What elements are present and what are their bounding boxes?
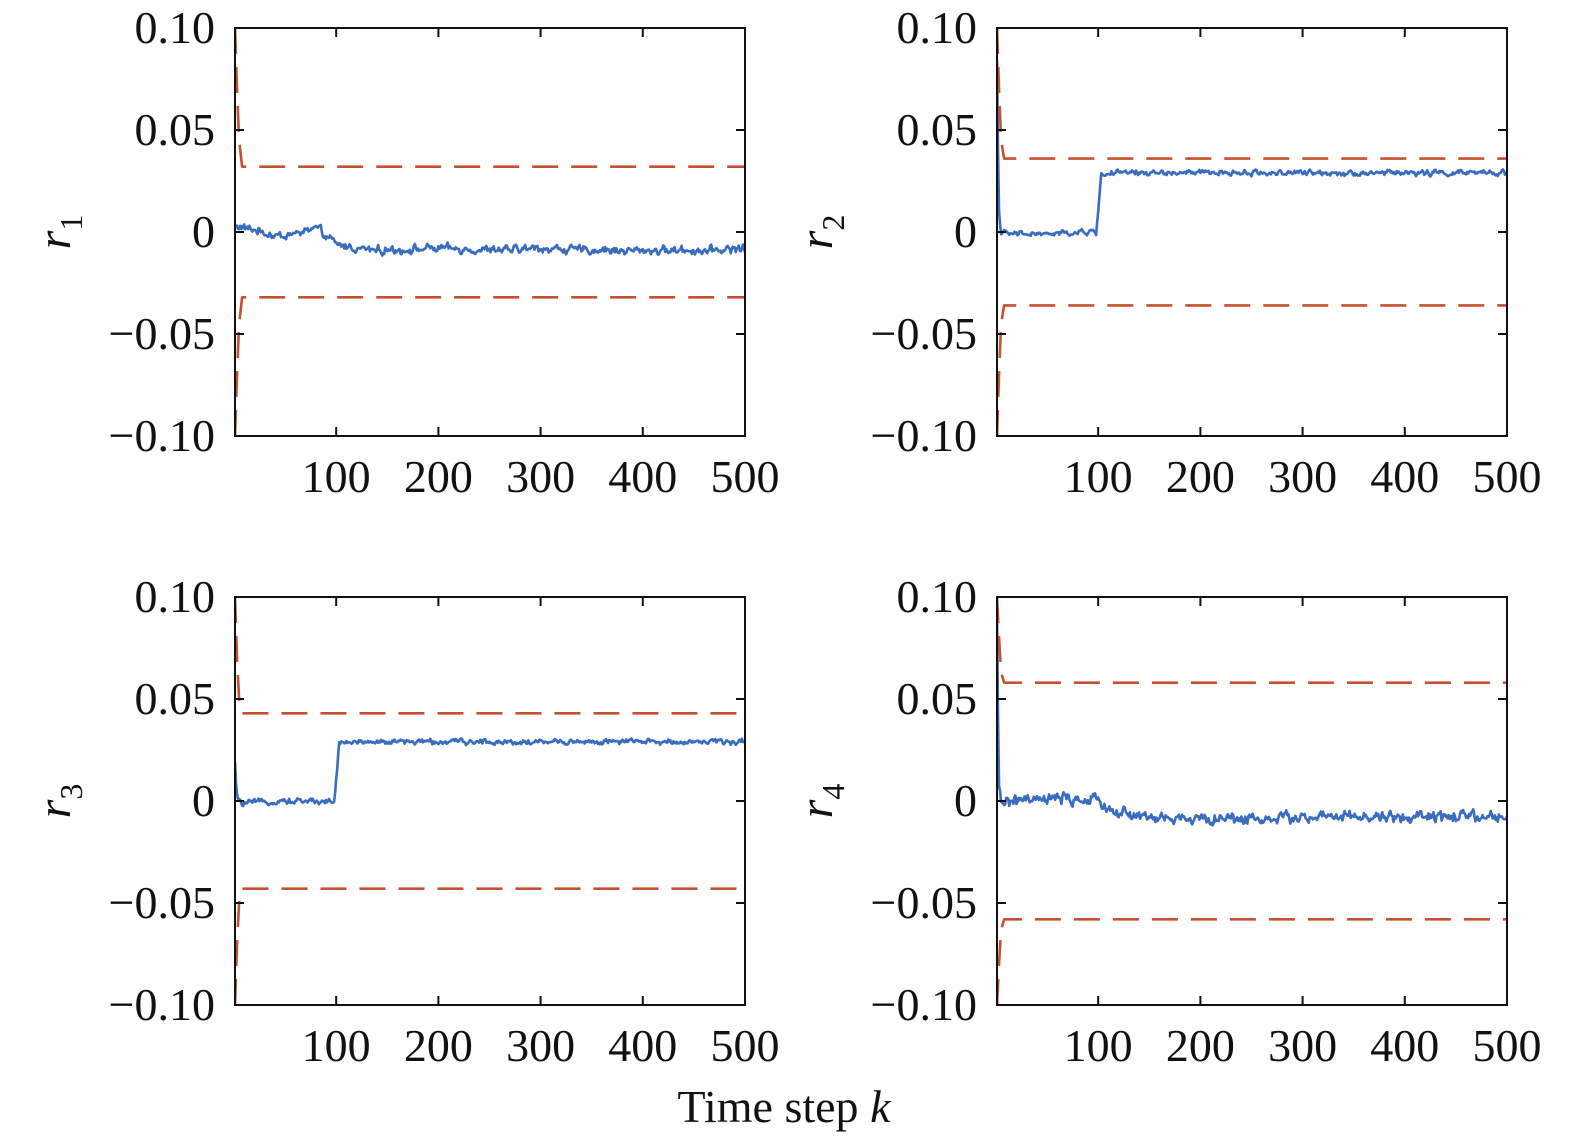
x-axis-label-prefix: Time step [678, 1081, 871, 1132]
y-tick-label: 0 [192, 775, 215, 826]
y-tick-label: 0.05 [897, 673, 978, 724]
y-axis-label-var: r [790, 799, 843, 818]
x-tick-label: 500 [711, 1020, 780, 1071]
x-tick-label: 400 [608, 1020, 677, 1071]
y-tick-label: 0.05 [135, 104, 216, 155]
y-axis-label: r4 [790, 784, 851, 819]
y-tick-label: −0.10 [109, 410, 215, 461]
y-axis-label: r3 [28, 784, 89, 819]
y-tick-label: −0.05 [871, 308, 977, 359]
y-axis-label-var: r [28, 799, 81, 818]
y-tick-label: −0.05 [109, 877, 215, 928]
chart-panel-top-right: 100 200 300 400 500 0.10 0.05 0 −0.05 −0.10 r2 [790, 2, 1542, 502]
y-tick-label: −0.10 [871, 979, 977, 1030]
lower-threshold-line [235, 887, 745, 1005]
chart-panel-bottom-left: 100 200 300 400 500 0.10 0.05 0 −0.05 −0.10 r3 [28, 571, 780, 1071]
y-axis-label-subscript: 2 [815, 215, 851, 231]
x-tick-label: 500 [1473, 1020, 1542, 1071]
x-tick-label: 200 [1166, 451, 1235, 502]
y-tick-label: 0 [192, 206, 215, 257]
x-tick-label: 400 [1370, 451, 1439, 502]
chart-panel-top-left: 100 200 300 400 500 0.10 0.05 0 −0.05 −0.10 r1 [28, 2, 780, 502]
x-tick-label: 300 [1268, 1020, 1337, 1071]
residual-line [235, 223, 745, 257]
axes-box [234, 27, 746, 437]
y-tick-label: 0.05 [897, 104, 978, 155]
residual-line [235, 737, 745, 808]
upper-threshold-line [997, 28, 1507, 160]
x-tick-label: 200 [404, 1020, 473, 1071]
y-axis-label: r1 [28, 215, 89, 250]
y-tick-label: −0.10 [109, 979, 215, 1030]
y-axis-label-var: r [790, 230, 843, 249]
y-axis-label: r2 [790, 215, 851, 250]
y-tick-label: −0.05 [871, 877, 977, 928]
x-axis-label-var: k [870, 1081, 892, 1132]
residual-line [997, 59, 1507, 238]
upper-threshold-line [997, 597, 1507, 684]
y-tick-label: 0 [954, 775, 977, 826]
y-tick-label: 0.05 [135, 673, 216, 724]
residual-line [997, 614, 1507, 827]
y-axis-label-subscript: 4 [815, 784, 851, 800]
x-tick-label: 400 [1370, 1020, 1439, 1071]
y-axis-label-subscript: 1 [53, 215, 89, 231]
y-tick-label: 0.10 [135, 571, 216, 622]
y-axis-label-subscript: 3 [53, 784, 89, 800]
x-tick-label: 100 [302, 1020, 371, 1071]
lower-threshold-line [997, 304, 1507, 436]
chart-panel-bottom-right: 100 200 300 400 500 0.10 0.05 0 −0.05 −0.10 r4 [790, 571, 1542, 1071]
x-tick-label: 100 [302, 451, 371, 502]
lower-threshold-line [997, 918, 1507, 1005]
x-tick-label: 500 [711, 451, 780, 502]
x-tick-label: 200 [404, 451, 473, 502]
x-axis-label: Time step k [678, 1081, 893, 1132]
x-tick-label: 300 [1268, 451, 1337, 502]
x-tick-label: 300 [506, 1020, 575, 1071]
y-tick-label: 0.10 [897, 571, 978, 622]
x-tick-label: 200 [1166, 1020, 1235, 1071]
x-tick-label: 300 [506, 451, 575, 502]
upper-threshold-line [235, 28, 745, 169]
y-axis-label-var: r [28, 230, 81, 249]
x-tick-label: 400 [608, 451, 677, 502]
y-tick-label: −0.05 [109, 308, 215, 359]
y-tick-label: −0.10 [871, 410, 977, 461]
y-tick-label: 0 [954, 206, 977, 257]
upper-threshold-line [235, 597, 745, 715]
x-tick-label: 100 [1064, 1020, 1133, 1071]
y-tick-label: 0.10 [897, 2, 978, 53]
x-tick-label: 500 [1473, 451, 1542, 502]
x-tick-label: 100 [1064, 451, 1133, 502]
lower-threshold-line [235, 295, 745, 436]
y-tick-label: 0.10 [135, 2, 216, 53]
